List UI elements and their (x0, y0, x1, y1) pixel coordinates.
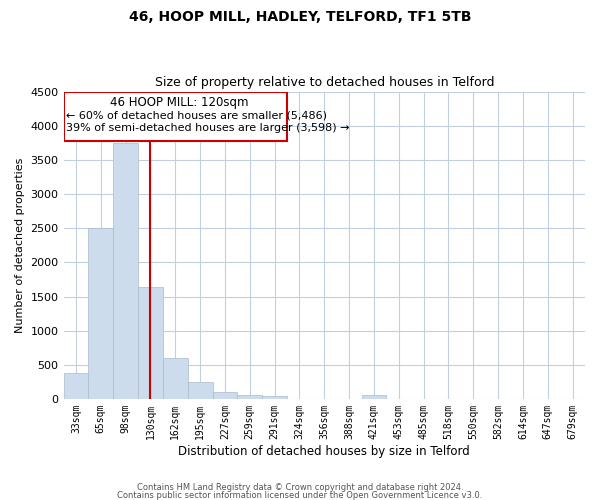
Text: ← 60% of detached houses are smaller (5,486): ← 60% of detached houses are smaller (5,… (66, 111, 327, 121)
Text: Contains public sector information licensed under the Open Government Licence v3: Contains public sector information licen… (118, 490, 482, 500)
Text: 39% of semi-detached houses are larger (3,598) →: 39% of semi-detached houses are larger (… (66, 123, 350, 133)
Text: 46 HOOP MILL: 120sqm: 46 HOOP MILL: 120sqm (110, 96, 248, 110)
Bar (88, 228, 113, 399)
Bar (188, 382, 212, 399)
Bar (362, 395, 386, 399)
Bar (238, 395, 262, 399)
Bar (113, 143, 138, 399)
Bar (212, 392, 238, 399)
X-axis label: Distribution of detached houses by size in Telford: Distribution of detached houses by size … (178, 444, 470, 458)
FancyBboxPatch shape (64, 92, 287, 141)
Bar (163, 358, 188, 399)
Bar (138, 287, 163, 399)
Y-axis label: Number of detached properties: Number of detached properties (15, 158, 25, 333)
Title: Size of property relative to detached houses in Telford: Size of property relative to detached ho… (155, 76, 494, 90)
Text: 46, HOOP MILL, HADLEY, TELFORD, TF1 5TB: 46, HOOP MILL, HADLEY, TELFORD, TF1 5TB (129, 10, 471, 24)
Bar (64, 373, 88, 399)
Text: Contains HM Land Registry data © Crown copyright and database right 2024.: Contains HM Land Registry data © Crown c… (137, 484, 463, 492)
Bar (262, 396, 287, 399)
